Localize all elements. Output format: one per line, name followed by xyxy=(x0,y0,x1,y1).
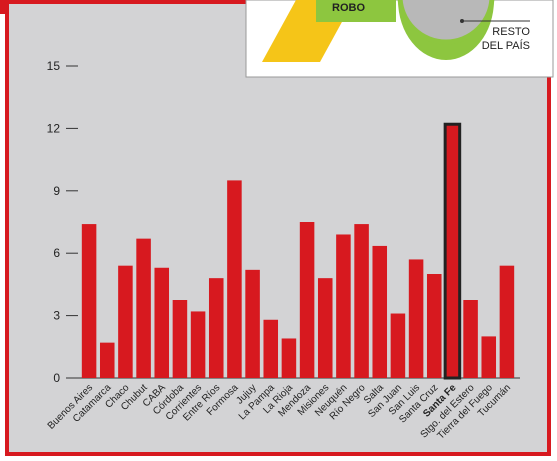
y-tick-label: 12 xyxy=(47,121,61,135)
bar xyxy=(190,311,206,378)
bar xyxy=(99,342,115,378)
y-tick-label: 3 xyxy=(53,309,60,323)
inset-label: ROBO xyxy=(332,2,365,14)
bar xyxy=(317,278,333,378)
inset-green xyxy=(316,0,396,22)
bar xyxy=(281,338,297,378)
bar xyxy=(245,269,260,378)
bar xyxy=(463,300,478,378)
bar xyxy=(263,319,279,378)
inset-text: DEL PAÍS xyxy=(482,39,530,52)
bar xyxy=(443,122,462,380)
bar xyxy=(481,336,497,378)
bar xyxy=(499,265,515,378)
bar xyxy=(81,224,97,378)
inset-text: RESTO xyxy=(492,26,530,38)
bar xyxy=(208,278,224,378)
bar xyxy=(372,245,388,378)
y-tick-label: 15 xyxy=(47,59,61,73)
bar xyxy=(354,224,369,378)
bar xyxy=(336,234,351,378)
bar xyxy=(390,313,406,378)
inset-circle xyxy=(397,0,495,45)
bar xyxy=(118,265,133,378)
bar xyxy=(136,238,151,378)
inset-ring xyxy=(398,0,494,60)
bar xyxy=(299,222,315,378)
y-tick-label: 0 xyxy=(53,371,60,385)
bar xyxy=(408,259,424,378)
bar xyxy=(172,300,188,378)
bar xyxy=(227,180,242,378)
y-tick-label: 9 xyxy=(53,184,60,198)
bar xyxy=(426,274,442,378)
y-tick-label: 6 xyxy=(53,246,60,260)
inset: ROBO RESTO DEL PAÍS xyxy=(245,0,554,78)
bar xyxy=(154,267,170,378)
